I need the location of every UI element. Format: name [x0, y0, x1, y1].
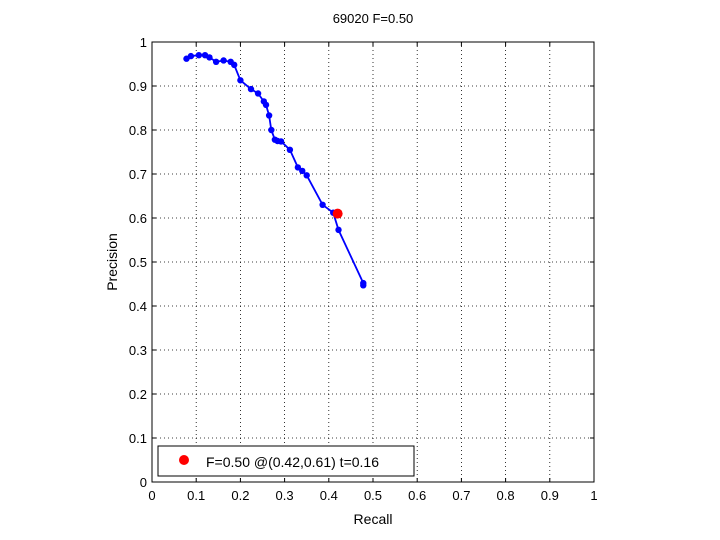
- y-tick-label: 0: [140, 475, 147, 490]
- x-tick-label: 0.2: [231, 488, 249, 503]
- y-tick-label: 0.7: [129, 167, 147, 182]
- pr-curve-point: [231, 61, 238, 69]
- pr-curve-point: [187, 52, 195, 60]
- y-tick-label: 0.1: [129, 431, 147, 446]
- x-tick-label: 0: [148, 488, 155, 503]
- legend-box: [157, 445, 415, 477]
- x-tick-label: 1: [590, 488, 597, 503]
- y-tick-label: 0.2: [129, 387, 147, 402]
- x-axis-label: Recall: [354, 511, 393, 527]
- pr-curve-point: [303, 172, 310, 179]
- grid: [152, 42, 594, 482]
- y-tick-label: 0.6: [129, 211, 147, 226]
- y-tick-label: 0.3: [129, 343, 147, 358]
- pr-curve-point: [212, 58, 220, 65]
- pr-curve-point: [220, 57, 227, 64]
- pr-curve-point: [237, 77, 244, 84]
- pr-curve-point: [195, 52, 203, 59]
- pr-curve-point: [247, 85, 255, 93]
- legend-marker: [179, 455, 189, 465]
- x-tick-label: 0.5: [364, 488, 382, 503]
- y-axis-label: Precision: [104, 233, 120, 291]
- x-tick-label: 0.7: [452, 488, 470, 503]
- x-tick-label: 0.8: [497, 488, 515, 503]
- legend: F=0.50 @(0.42,0.61) t=0.16: [157, 445, 415, 477]
- x-tick-label: 0.9: [541, 488, 559, 503]
- pr-curve-point: [206, 54, 213, 61]
- pr-curve-point: [360, 282, 367, 289]
- pr-curve-point: [262, 101, 270, 109]
- pr-curve-point: [265, 112, 273, 119]
- y-tick-label: 0.4: [129, 299, 147, 314]
- chart-title: 69020 F=0.50: [333, 11, 414, 26]
- legend-label: F=0.50 @(0.42,0.61) t=0.16: [206, 454, 379, 470]
- pr-curve-point: [268, 126, 275, 134]
- y-tick-label: 0.5: [129, 255, 147, 270]
- pr-curve-point: [286, 146, 294, 153]
- y-tick-label: 0.9: [129, 79, 147, 94]
- x-tick-label: 0.3: [276, 488, 294, 503]
- pr-curve-point: [299, 167, 306, 175]
- series-layer: [183, 52, 367, 289]
- pr-curve-point: [277, 138, 285, 145]
- best-f-point: [332, 208, 343, 219]
- pr-curve-point: [254, 90, 262, 97]
- ticks: 0 0.1 0.2 0.3 0.4 0.5 0.6 0.7 0.8 0.9 1 0 0.1 0.2 0.3 0…: [129, 35, 598, 503]
- pr-curve-point: [294, 164, 302, 171]
- pr-curve-point: [335, 226, 342, 234]
- y-tick-label: 0.8: [129, 123, 147, 138]
- y-tick-label: 1: [140, 35, 147, 50]
- axes-frame: [151, 41, 595, 483]
- x-tick-label: 0.4: [320, 488, 338, 503]
- x-tick-label: 0.6: [408, 488, 426, 503]
- pr-curve-line: [186, 54, 365, 286]
- pr-curve-point: [319, 201, 326, 208]
- x-tick-label: 0.1: [187, 488, 205, 503]
